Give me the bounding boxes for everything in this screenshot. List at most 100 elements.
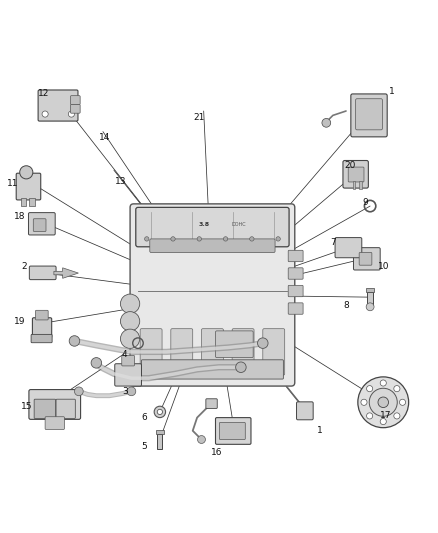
- Circle shape: [367, 385, 373, 392]
- FancyBboxPatch shape: [343, 160, 368, 188]
- Text: 8: 8: [343, 302, 349, 310]
- FancyBboxPatch shape: [356, 99, 382, 130]
- Circle shape: [198, 435, 205, 443]
- Circle shape: [369, 388, 397, 416]
- Circle shape: [145, 237, 149, 241]
- Text: 12: 12: [38, 89, 49, 98]
- FancyBboxPatch shape: [288, 251, 303, 262]
- Circle shape: [394, 385, 400, 392]
- FancyBboxPatch shape: [56, 399, 75, 418]
- FancyBboxPatch shape: [140, 329, 162, 375]
- FancyBboxPatch shape: [288, 303, 303, 314]
- Text: 16: 16: [211, 448, 223, 457]
- Bar: [359, 181, 362, 189]
- Circle shape: [197, 237, 201, 241]
- FancyBboxPatch shape: [219, 423, 245, 440]
- Circle shape: [322, 118, 331, 127]
- Circle shape: [154, 406, 166, 418]
- FancyBboxPatch shape: [201, 329, 223, 375]
- Circle shape: [367, 413, 373, 419]
- Circle shape: [120, 294, 140, 313]
- Circle shape: [366, 303, 374, 311]
- FancyBboxPatch shape: [288, 285, 303, 297]
- FancyBboxPatch shape: [45, 417, 64, 430]
- Text: 17: 17: [380, 411, 391, 420]
- Text: 9: 9: [363, 198, 369, 207]
- Circle shape: [69, 336, 80, 346]
- FancyBboxPatch shape: [29, 266, 56, 280]
- Text: 3.8: 3.8: [198, 222, 209, 228]
- Bar: [366, 288, 374, 292]
- Bar: [29, 198, 35, 206]
- Text: 4: 4: [122, 350, 127, 359]
- Circle shape: [171, 237, 175, 241]
- FancyBboxPatch shape: [136, 207, 289, 247]
- Bar: [367, 292, 373, 306]
- FancyBboxPatch shape: [348, 167, 364, 182]
- FancyBboxPatch shape: [71, 104, 80, 113]
- Circle shape: [378, 397, 389, 408]
- Bar: [21, 198, 26, 206]
- Bar: [156, 430, 164, 434]
- Circle shape: [20, 166, 33, 179]
- FancyBboxPatch shape: [28, 213, 55, 235]
- Circle shape: [74, 387, 83, 395]
- FancyBboxPatch shape: [16, 173, 41, 200]
- Text: 13: 13: [115, 176, 126, 185]
- Circle shape: [127, 387, 136, 395]
- Text: DOHC: DOHC: [231, 222, 246, 228]
- Circle shape: [236, 362, 246, 373]
- FancyBboxPatch shape: [359, 253, 372, 265]
- Text: 18: 18: [14, 212, 25, 221]
- Circle shape: [380, 380, 386, 386]
- FancyBboxPatch shape: [115, 364, 141, 386]
- Text: 5: 5: [141, 441, 148, 450]
- FancyBboxPatch shape: [35, 310, 48, 320]
- Text: 10: 10: [378, 262, 389, 271]
- FancyBboxPatch shape: [32, 318, 52, 338]
- FancyBboxPatch shape: [122, 356, 134, 366]
- FancyBboxPatch shape: [351, 94, 387, 137]
- Text: 2: 2: [21, 262, 27, 271]
- Text: 20: 20: [345, 161, 356, 170]
- FancyBboxPatch shape: [288, 268, 303, 279]
- Text: 11: 11: [7, 179, 19, 188]
- FancyBboxPatch shape: [29, 390, 81, 419]
- FancyBboxPatch shape: [150, 239, 275, 253]
- FancyBboxPatch shape: [232, 329, 254, 375]
- Circle shape: [394, 413, 400, 419]
- Circle shape: [42, 111, 48, 117]
- FancyBboxPatch shape: [215, 331, 253, 358]
- Circle shape: [250, 237, 254, 241]
- Text: 15: 15: [21, 402, 32, 411]
- FancyArrow shape: [54, 268, 78, 278]
- Text: 21: 21: [194, 113, 205, 122]
- FancyBboxPatch shape: [71, 96, 80, 104]
- Circle shape: [358, 377, 409, 427]
- FancyBboxPatch shape: [31, 334, 52, 343]
- Circle shape: [276, 237, 280, 241]
- Circle shape: [399, 399, 406, 405]
- Text: 1: 1: [389, 87, 395, 96]
- Circle shape: [120, 312, 140, 331]
- Circle shape: [120, 329, 140, 349]
- Text: 14: 14: [99, 133, 111, 142]
- Text: 6: 6: [141, 413, 148, 422]
- Circle shape: [157, 409, 162, 415]
- FancyBboxPatch shape: [34, 399, 56, 418]
- Circle shape: [258, 338, 268, 349]
- Text: 19: 19: [14, 317, 25, 326]
- Text: 1: 1: [317, 426, 323, 435]
- FancyBboxPatch shape: [263, 329, 285, 375]
- Circle shape: [91, 358, 102, 368]
- Bar: [353, 181, 355, 189]
- Text: 7: 7: [330, 238, 336, 247]
- FancyBboxPatch shape: [38, 90, 78, 121]
- FancyBboxPatch shape: [171, 329, 193, 375]
- Text: 3: 3: [122, 387, 128, 396]
- Bar: [157, 434, 162, 449]
- FancyBboxPatch shape: [141, 360, 283, 379]
- FancyBboxPatch shape: [335, 238, 362, 258]
- FancyBboxPatch shape: [215, 418, 251, 445]
- Circle shape: [223, 237, 228, 241]
